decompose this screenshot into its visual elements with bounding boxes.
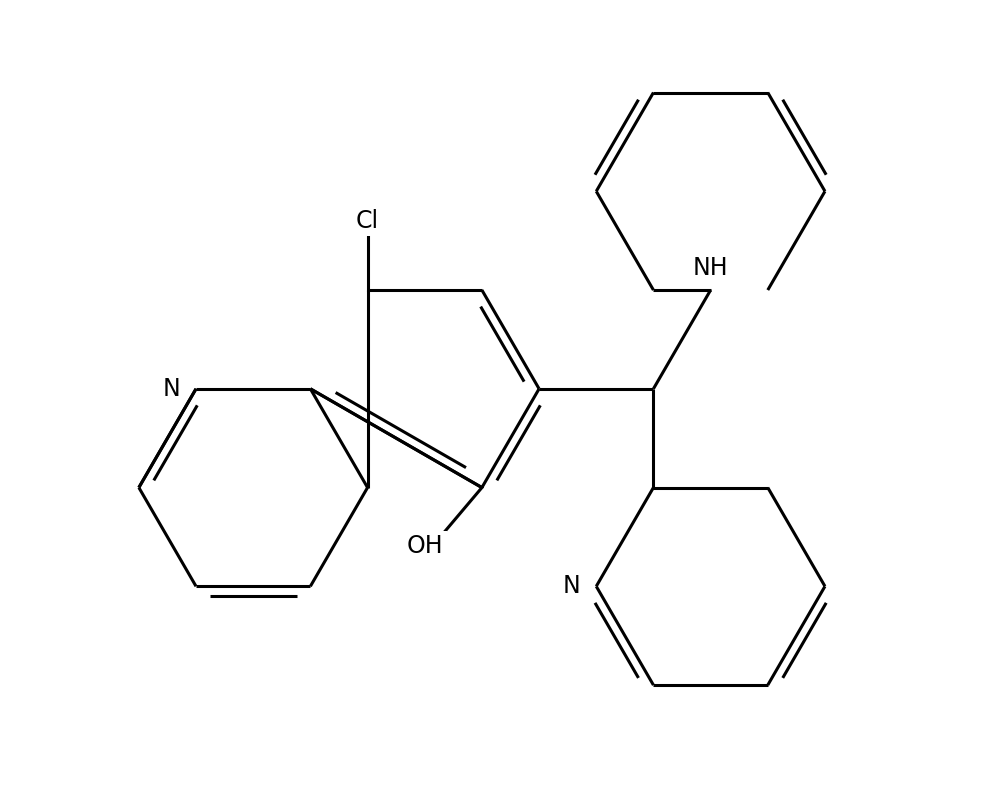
Text: N: N [563, 574, 580, 598]
Text: Cl: Cl [356, 209, 379, 233]
Text: NH: NH [692, 255, 728, 280]
Text: OH: OH [406, 534, 442, 559]
Text: N: N [163, 377, 180, 401]
